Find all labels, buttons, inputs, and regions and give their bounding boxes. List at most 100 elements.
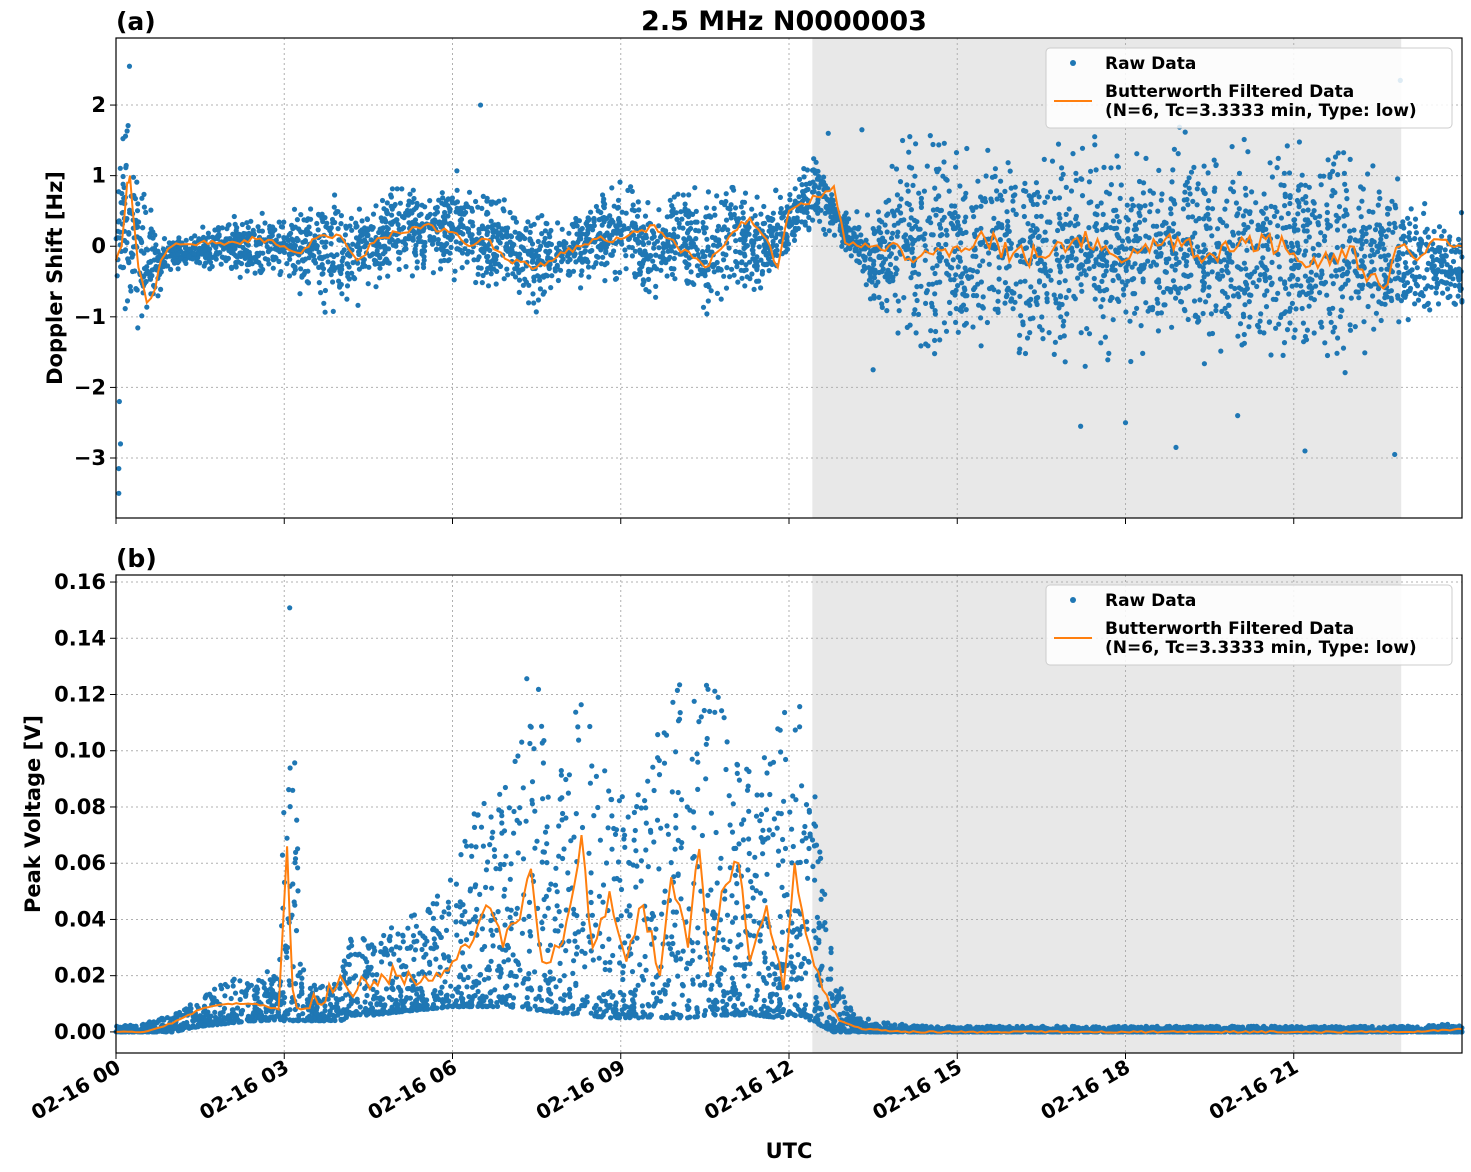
panel-a-raw-point: [939, 217, 945, 223]
panel-a-raw-point: [891, 210, 897, 216]
panel-a-raw-point: [946, 272, 952, 278]
panel-b-raw-point: [622, 844, 628, 850]
panel-a-raw-point: [1435, 281, 1441, 287]
panel-a-raw-point: [1025, 221, 1031, 227]
panel-a-raw-point: [1105, 357, 1111, 363]
panel-a-raw-point: [1289, 244, 1296, 250]
panel-a-raw-point: [540, 291, 546, 297]
panel-a-raw-point: [124, 128, 130, 134]
panel-a-raw-point: [754, 194, 760, 200]
panel-a-raw-point: [297, 245, 304, 251]
panel-a-raw-point: [1219, 308, 1225, 314]
panel-a-raw-point: [694, 263, 701, 269]
panel-a-raw-point: [1375, 202, 1381, 208]
panel-a-raw-point: [1224, 263, 1230, 269]
panel-a-raw-point: [196, 236, 202, 242]
panel-a-raw-point: [1092, 134, 1098, 140]
panel-a-raw-point: [1068, 188, 1075, 194]
panel-a-raw-point: [1283, 309, 1289, 315]
panel-a-raw-point: [1123, 309, 1129, 315]
panel-a-raw-point: [723, 285, 730, 291]
panel-a-raw-point: [288, 230, 294, 236]
panel-a-raw-point: [891, 222, 897, 228]
panel-a-raw-point: [1336, 204, 1343, 210]
panel-a-raw-point: [370, 211, 377, 217]
panel-a-raw-point: [1281, 170, 1287, 176]
panel-a-raw-point: [1310, 246, 1316, 252]
panel-a-raw-point: [1269, 259, 1275, 265]
panel-a-raw-point: [1226, 302, 1232, 308]
panel-a-raw-point: [879, 301, 885, 307]
panel-a-raw-point: [815, 210, 821, 216]
panel-a-raw-point: [1213, 303, 1219, 309]
panel-a-raw-point: [252, 270, 258, 276]
panel-b-raw-point: [779, 946, 785, 953]
panel-b-raw-point: [686, 998, 692, 1004]
panel-a-raw-point: [1218, 218, 1224, 224]
panel-a-raw-point: [245, 224, 251, 231]
panel-a-raw-point: [943, 328, 950, 334]
panel-a-raw-point: [1372, 227, 1379, 233]
panel-a-raw-point: [787, 192, 793, 198]
panel-a-raw-point: [495, 221, 501, 227]
panel-a-raw-point: [335, 226, 341, 232]
panel-a-raw-point: [1268, 352, 1274, 358]
panel-a-raw-point: [436, 197, 442, 203]
panel-a-raw-point: [1327, 174, 1333, 180]
panel-a-raw-point: [827, 220, 834, 226]
panel-a-raw-point: [414, 265, 420, 271]
panel-a-raw-point: [591, 223, 597, 229]
panel-a-raw-point: [1386, 221, 1392, 227]
panel-a-raw-point: [1302, 273, 1308, 279]
panel-a-raw-point: [1206, 259, 1212, 265]
panel-a-raw-point: [1147, 209, 1153, 215]
panel-a-raw-point: [934, 206, 940, 212]
panel-a-raw-point: [1100, 263, 1106, 269]
panel-a-raw-point: [304, 279, 310, 285]
panel-a-raw-point: [855, 239, 862, 245]
panel-a-raw-point: [959, 280, 965, 286]
panel-a-raw-point: [364, 216, 370, 222]
panel-a-raw-point: [758, 257, 764, 263]
panel-a-raw-point: [904, 182, 910, 188]
panel-a-raw-point: [1195, 181, 1201, 187]
panel-a-raw-point: [1078, 330, 1084, 336]
panel-a-raw-point: [433, 246, 440, 252]
panel-a-raw-point: [682, 201, 688, 207]
panel-a-raw-point: [766, 268, 772, 274]
panel-a-raw-point: [1033, 180, 1039, 186]
panel-a-raw-point: [508, 252, 514, 258]
panel-a-raw-point: [1010, 207, 1016, 213]
panel-a-raw-point: [615, 197, 622, 203]
panel-a-raw-point: [1166, 225, 1172, 231]
panel-a-raw-point: [721, 257, 727, 263]
panel-a-raw-point: [1178, 246, 1184, 252]
panel-a-raw-point: [1014, 252, 1020, 258]
panel-a-raw-point: [1106, 350, 1112, 356]
panel-a-raw-point: [584, 219, 590, 225]
panel-a-raw-point: [1064, 311, 1070, 317]
panel-a-raw-point: [996, 265, 1002, 271]
panel-a-raw-point: [378, 215, 384, 221]
panel-a-raw-point: [1180, 206, 1186, 212]
panel-a-raw-point: [953, 164, 959, 170]
panel-a-raw-point: [796, 194, 802, 200]
panel-a-raw-point: [790, 229, 797, 235]
panel-a-raw-point: [336, 237, 342, 243]
panel-a-raw-point: [914, 219, 920, 225]
panel-a-raw-point: [1092, 142, 1098, 148]
panel-a-raw-point: [279, 224, 286, 230]
panel-a-raw-point: [1274, 234, 1280, 240]
panel-a-raw-point: [501, 208, 507, 214]
panel-a-raw-point: [523, 279, 530, 285]
panel-a-raw-point: [585, 227, 591, 233]
panel-a-raw-point: [419, 251, 425, 257]
panel-a-raw-point: [1407, 221, 1413, 227]
panel-a-raw-point: [1101, 272, 1108, 278]
panel-a-y-tick-label: −1: [74, 305, 106, 329]
panel-a-raw-point: [1068, 255, 1074, 261]
panel-a-raw-point: [972, 285, 978, 291]
panel-a-raw-point: [727, 274, 733, 280]
panel-a-raw-point: [1456, 284, 1462, 290]
panel-a-raw-point: [1412, 301, 1418, 307]
